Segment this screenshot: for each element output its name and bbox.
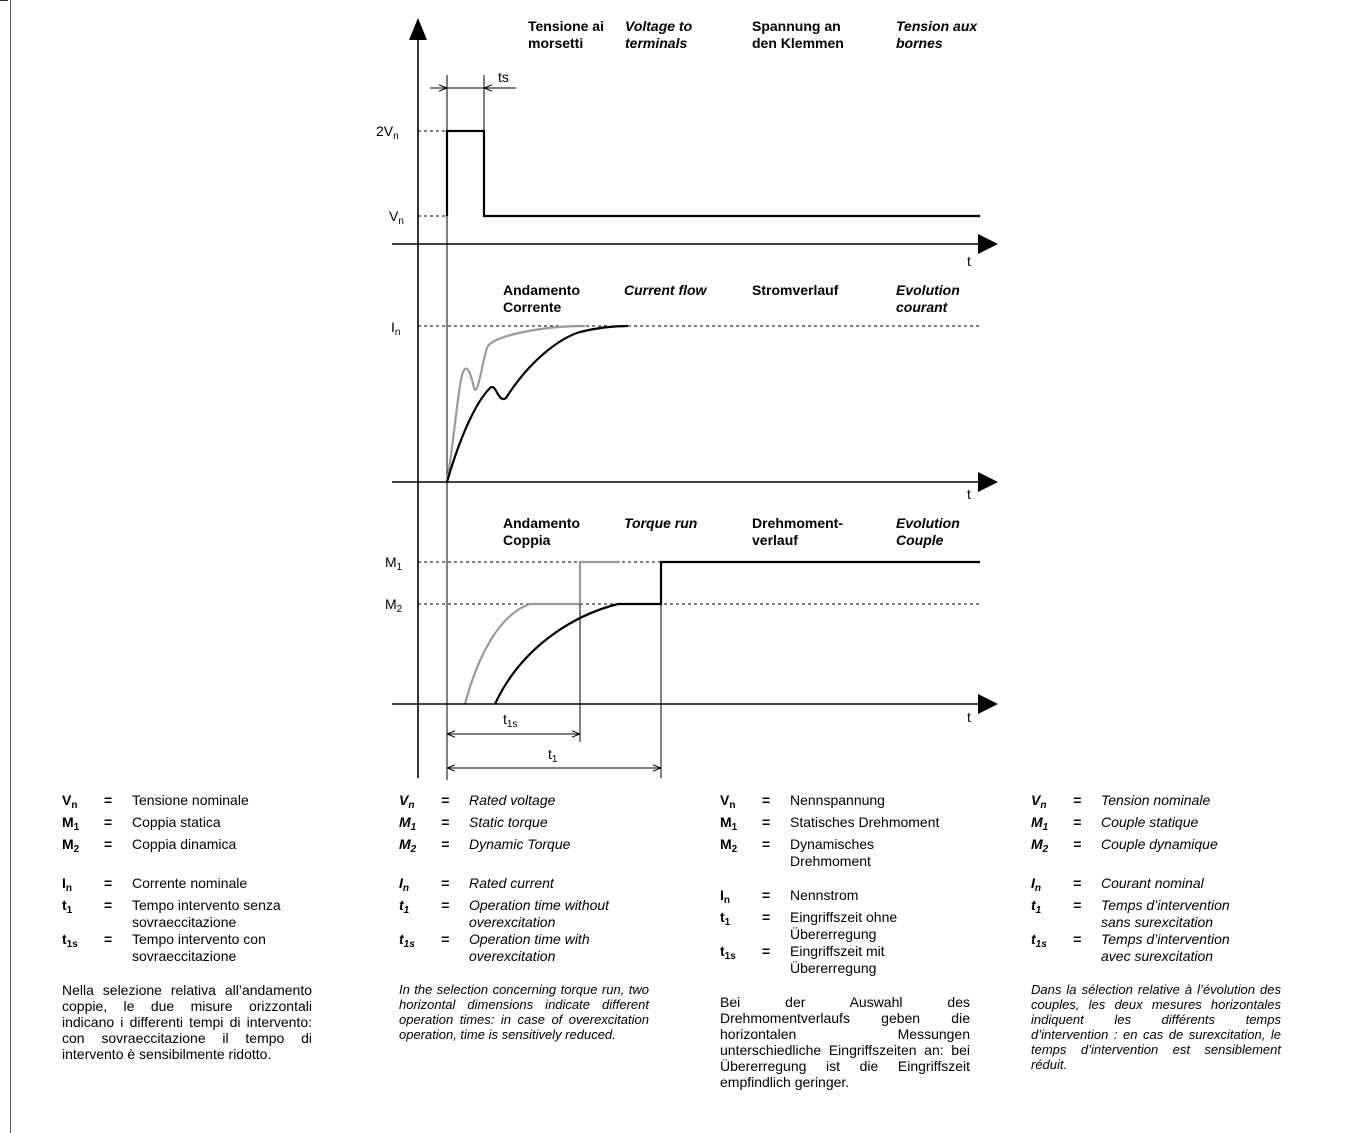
torque-t-label: t: [967, 709, 971, 725]
voltage-headers: Tensione ai morsetti Voltage to terminal…: [528, 18, 978, 51]
current-headers: Andamento Corrente Current flow Stromver…: [503, 282, 960, 315]
legend-row: t1s = Eingriffszeit mit Übererregung: [720, 943, 885, 976]
legend-german: Vn = Nennspannung M1 = Statisches Drehmo…: [720, 792, 970, 1090]
torque-panel: Andamento Coppia Torque run Drehmoment- …: [385, 515, 998, 778]
legend-french: Vn = Tension nominale M1 = Couple statiq…: [1031, 792, 1281, 1072]
current-header-fr-line2: courant: [896, 299, 949, 315]
label-in: In: [391, 319, 400, 338]
legend-row: Vn = Nennspannung: [720, 792, 885, 811]
voltage-header-it-line1: Tensione ai: [528, 18, 604, 34]
legend-spacer: [1031, 858, 1281, 875]
torque-time-axis-arrowhead: [978, 694, 998, 714]
legend-row: In = Courant nominal: [1031, 875, 1204, 894]
torque-header-fr-line2: Couple: [896, 532, 944, 548]
voltage-header-fr-line1: Tension aux: [896, 18, 978, 34]
legend-row: M1 = Coppia statica: [62, 814, 221, 833]
legend-row: M2 = Couple dynamique: [1031, 836, 1218, 855]
current-time-axis-arrowhead: [978, 472, 998, 492]
legend-row: t1 = Temps d’intervention sans surexcitat…: [1031, 897, 1230, 930]
legend-row: Vn = Tensione nominale: [62, 792, 249, 811]
legend-row: M2 = Dynamisches Drehmoment: [720, 836, 875, 869]
t1-label: t1: [548, 746, 558, 765]
legend-note: In the selection concerning torque run, …: [399, 982, 649, 1042]
voltage-panel: Tensione ai morsetti Voltage to terminal…: [376, 18, 998, 269]
voltage-curve: [445, 129, 980, 218]
t1s-label: t1s: [503, 711, 517, 730]
current-header-it-line2: Corrente: [503, 299, 562, 315]
legend-spacer: [62, 858, 312, 875]
legend-spacer: [399, 858, 649, 875]
legend-note: Nella selezione relativa all’andamento c…: [62, 982, 312, 1062]
current-curve-overexcitation: [445, 324, 586, 483]
legend-row: M1 = Couple statique: [1031, 814, 1199, 833]
label-m1: M1: [385, 554, 403, 573]
legend-note: Dans la sélection relative à l’évolution…: [1031, 982, 1281, 1072]
legend-row: In = Corrente nominale: [62, 875, 248, 894]
legend-row: M2 = Coppia dinamica: [62, 836, 237, 855]
legend-row: t1 = Operation time without overexcitatio…: [399, 897, 610, 930]
current-header-en: Current flow: [624, 282, 708, 298]
voltage-header-de-line2: den Klemmen: [752, 35, 844, 51]
voltage-header-en-line2: terminals: [625, 35, 687, 51]
voltage-header-fr-line2: bornes: [896, 35, 943, 51]
legend-row: In = Rated current: [399, 875, 554, 894]
legend-row: t1 = Tempo intervento senza sovraeccitazi…: [62, 897, 281, 930]
torque-header-de-line1: Drehmoment-: [752, 515, 843, 531]
current-header-fr-line1: Evolution: [896, 282, 960, 298]
current-header-de: Stromverlauf: [752, 282, 839, 298]
voltage-header-de-line1: Spannung an: [752, 18, 841, 34]
legend-row: M1 = Statisches Drehmoment: [720, 814, 940, 833]
label-m2: M2: [385, 596, 403, 615]
legend-row: M2 = Dynamic Torque: [399, 836, 571, 855]
legend-row: t1 = Eingriffszeit ohne Übererregung: [720, 909, 898, 942]
legend-note: Bei der Auswahl des Drehmomentverlaufs g…: [720, 994, 970, 1090]
page-corner-mark: [0, 0, 8, 1]
legend-row: t1s = Tempo intervento con sovraeccitazio…: [62, 931, 266, 964]
legend-spacer: [720, 870, 970, 887]
voltage-header-en-line1: Voltage to: [625, 18, 693, 34]
torque-curve-standard: [494, 560, 980, 705]
legend-row: In = Nennstrom: [720, 887, 859, 906]
torque-headers: Andamento Coppia Torque run Drehmoment- …: [503, 515, 960, 548]
timing-diagram: Tensione ai morsetti Voltage to terminal…: [376, 18, 998, 780]
current-curve-standard: [445, 324, 629, 483]
legend-row: Vn = Tension nominale: [1031, 792, 1211, 811]
legend-row: t1s = Operation time with overexcitation: [399, 931, 590, 964]
torque-header-en: Torque run: [624, 515, 697, 531]
page-frame-line: [10, 0, 11, 1133]
legend-italian: Vn = Tensione nominale M1 = Coppia stati…: [62, 792, 312, 1062]
current-header-it-line1: Andamento: [503, 282, 580, 298]
legend-row: M1 = Static torque: [399, 814, 548, 833]
current-panel: Andamento Corrente Current flow Stromver…: [391, 282, 998, 502]
torque-header-it-line1: Andamento: [503, 515, 580, 531]
torque-header-fr-line1: Evolution: [896, 515, 960, 531]
label-vn: Vn: [389, 208, 404, 227]
legend-english: Vn = Rated voltage M1 = Static torque M2…: [399, 792, 649, 1042]
current-t-label: t: [967, 486, 971, 502]
voltage-t-label: t: [967, 253, 971, 269]
torque-curve-overexcitation: [463, 560, 620, 705]
vertical-axis-arrowhead: [409, 18, 427, 40]
legend-row: Vn = Rated voltage: [399, 792, 556, 811]
legend-row: t1s = Temps d’intervention avec surexcita…: [1031, 931, 1230, 964]
torque-header-it-line2: Coppia: [503, 532, 551, 548]
ts-label: ts: [498, 69, 509, 85]
voltage-time-axis-arrowhead: [978, 234, 998, 254]
torque-header-de-line2: verlauf: [752, 532, 798, 548]
label-2vn: 2Vn: [376, 123, 399, 142]
voltage-header-it-line2: morsetti: [528, 35, 583, 51]
